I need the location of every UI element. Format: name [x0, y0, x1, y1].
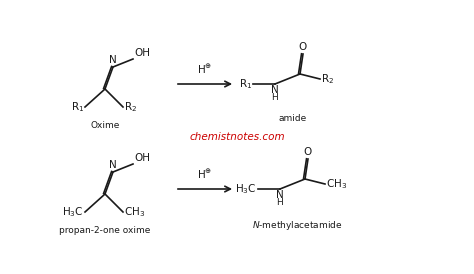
Text: CH$_3$: CH$_3$ — [124, 205, 145, 219]
Text: H$_3$C: H$_3$C — [63, 205, 84, 219]
Text: H$^{\oplus}$: H$^{\oplus}$ — [197, 63, 213, 76]
Text: N: N — [271, 85, 279, 95]
Text: H: H — [277, 198, 283, 207]
Text: N: N — [276, 190, 284, 200]
Text: chemistnotes.com: chemistnotes.com — [189, 132, 285, 142]
Text: N: N — [109, 55, 117, 65]
Text: R$_2$: R$_2$ — [321, 72, 334, 86]
Text: R$_2$: R$_2$ — [124, 100, 137, 114]
Text: H$^{\oplus}$: H$^{\oplus}$ — [197, 168, 213, 181]
Text: amide: amide — [278, 114, 307, 123]
Text: O: O — [299, 42, 307, 52]
Text: O: O — [304, 147, 312, 157]
Text: N: N — [109, 160, 117, 170]
Text: OH: OH — [134, 153, 150, 163]
Text: Oxime: Oxime — [91, 121, 120, 130]
Text: R$_1$: R$_1$ — [239, 77, 252, 91]
Text: H$_3$C: H$_3$C — [236, 182, 257, 196]
Text: R$_1$: R$_1$ — [71, 100, 84, 114]
Text: CH$_3$: CH$_3$ — [326, 177, 347, 191]
Text: propan-2-one oxime: propan-2-one oxime — [59, 226, 151, 235]
Text: OH: OH — [134, 48, 150, 58]
Text: H: H — [272, 93, 278, 102]
Text: $N$-methylacetamide: $N$-methylacetamide — [252, 219, 343, 232]
